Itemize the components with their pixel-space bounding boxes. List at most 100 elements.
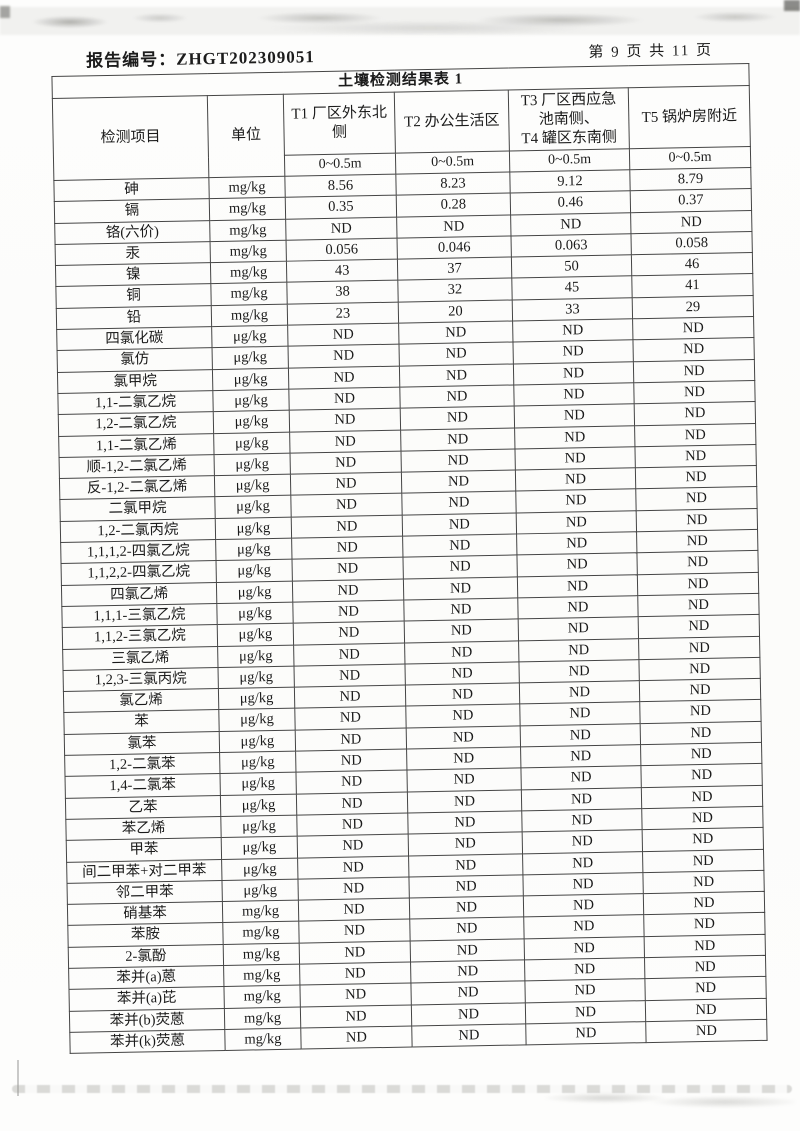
- item-cell: 间二甲苯+对二甲苯: [66, 859, 222, 884]
- unit-cell: mg/kg: [223, 985, 301, 1009]
- value-cell-t2: ND: [408, 874, 524, 899]
- unit-cell: μg/kg: [219, 751, 296, 774]
- unit-cell: μg/kg: [214, 474, 291, 498]
- item-cell: 铜: [55, 284, 212, 309]
- item-cell: 1,2-二氯乙烷: [58, 411, 214, 437]
- value-cell-t1: ND: [289, 429, 401, 454]
- value-cell-t2: ND: [408, 853, 523, 877]
- value-cell-t2: ND: [408, 832, 523, 856]
- value-cell-t5: ND: [645, 997, 767, 1022]
- value-cell-t5: ND: [643, 891, 765, 916]
- value-cell-t5: ND: [633, 380, 756, 404]
- item-cell: 1,1-二氯乙烯: [58, 433, 215, 458]
- value-cell-t1: ND: [296, 812, 409, 837]
- value-cell-t5: ND: [642, 870, 765, 894]
- item-cell: 硝基苯: [67, 901, 223, 926]
- value-cell-t1: ND: [287, 323, 400, 347]
- item-cell: 苯并(a)芘: [68, 986, 225, 1011]
- value-cell-t5: ND: [638, 614, 760, 639]
- value-cell-t2: ND: [404, 661, 520, 686]
- value-cell-t1: ND: [288, 344, 400, 368]
- value-cell-t5: ND: [644, 934, 766, 958]
- value-cell-t3-t4: ND: [516, 553, 638, 577]
- value-cell-t3-t4: 33: [512, 297, 633, 322]
- depth-t5: 0~0.5m: [629, 146, 751, 170]
- report-number: 报告编号：ZHGT202309051: [85, 47, 315, 71]
- value-cell-t1: ND: [293, 621, 405, 645]
- item-cell: 1,2-二氯苯: [64, 752, 220, 777]
- item-cell: 氯仿: [57, 347, 213, 373]
- value-cell-t1: ND: [299, 940, 411, 965]
- unit-cell: μg/kg: [219, 772, 297, 796]
- value-cell-t2: 20: [398, 299, 513, 324]
- item-cell: 1,1,1,2-四氯乙烷: [60, 539, 217, 564]
- item-cell: 苯乙烯: [65, 816, 222, 841]
- value-cell-t2: ND: [401, 491, 517, 515]
- value-cell-t1: 43: [286, 259, 398, 283]
- value-cell-t1: ND: [292, 578, 404, 603]
- value-cell-t5: ND: [639, 699, 762, 724]
- value-cell-t2: ND: [404, 640, 519, 664]
- value-cell-t1: ND: [290, 493, 403, 517]
- value-cell-t3-t4: ND: [519, 680, 640, 705]
- item-cell: 二氯甲烷: [59, 497, 216, 522]
- value-cell-t2: ND: [402, 533, 517, 558]
- unit-cell: mg/kg: [209, 197, 286, 221]
- item-cell: 邻二甲苯: [67, 880, 223, 905]
- unit-cell: μg/kg: [216, 559, 293, 583]
- value-cell-t3-t4: ND: [518, 638, 639, 662]
- value-cell-t1: ND: [299, 983, 412, 1007]
- value-cell-t1: 38: [286, 280, 399, 304]
- value-cell-t5: ND: [636, 529, 758, 554]
- value-cell-t3-t4: ND: [515, 467, 636, 492]
- value-cell-t3-t4: ND: [515, 489, 637, 513]
- value-cell-t3-t4: ND: [510, 212, 631, 236]
- value-cell-t5: ND: [636, 550, 759, 575]
- value-cell-t2: ND: [396, 214, 511, 239]
- unit-cell: mg/kg: [208, 176, 286, 199]
- value-cell-t3-t4: 50: [511, 254, 632, 279]
- col-header-unit: 单位: [207, 94, 285, 178]
- value-cell-t2: ND: [410, 959, 525, 984]
- value-cell-t1: ND: [290, 450, 402, 475]
- unit-cell: mg/kg: [223, 964, 300, 987]
- item-cell: 四氯乙烯: [61, 582, 217, 607]
- value-cell-t2: 32: [397, 278, 513, 302]
- value-cell-t5: 0.37: [630, 188, 752, 213]
- value-cell-t2: ND: [406, 768, 522, 792]
- unit-cell: μg/kg: [220, 793, 297, 817]
- item-cell: 苯: [63, 709, 220, 735]
- item-cell: 镉: [54, 198, 210, 224]
- unit-cell: mg/kg: [222, 900, 299, 923]
- value-cell-t3-t4: ND: [523, 893, 644, 918]
- unit-cell: μg/kg: [218, 665, 295, 689]
- unit-cell: μg/kg: [221, 836, 298, 860]
- value-cell-t3-t4: ND: [525, 1021, 647, 1046]
- value-cell-t3-t4: ND: [524, 936, 645, 960]
- value-cell-t3-t4: ND: [518, 659, 640, 684]
- depth-t2: 0~0.5m: [395, 151, 510, 175]
- value-cell-t2: 8.23: [395, 172, 511, 196]
- unit-cell: mg/kg: [224, 1006, 301, 1030]
- value-cell-t5: ND: [641, 806, 764, 830]
- item-cell: 乙苯: [65, 795, 221, 820]
- value-cell-t5: ND: [643, 912, 766, 937]
- value-cell-t1: ND: [288, 365, 400, 390]
- item-cell: 镍: [55, 262, 211, 287]
- value-cell-t2: ND: [400, 427, 515, 451]
- unit-cell: μg/kg: [218, 708, 296, 732]
- unit-cell: μg/kg: [219, 729, 296, 753]
- value-cell-t5: ND: [638, 635, 760, 660]
- value-cell-t3-t4: ND: [519, 702, 641, 726]
- value-cell-t5: ND: [640, 721, 762, 745]
- value-cell-t1: ND: [285, 216, 398, 241]
- item-cell: 砷: [53, 177, 210, 202]
- value-cell-t2: ND: [398, 321, 513, 345]
- unit-cell: mg/kg: [210, 282, 288, 306]
- item-cell: 四氯化碳: [56, 326, 213, 351]
- value-cell-t5: ND: [633, 359, 755, 383]
- item-cell: 反-1,2-二氯乙烯: [59, 475, 215, 500]
- scan-artifact-left-strip: [17, 1060, 19, 1096]
